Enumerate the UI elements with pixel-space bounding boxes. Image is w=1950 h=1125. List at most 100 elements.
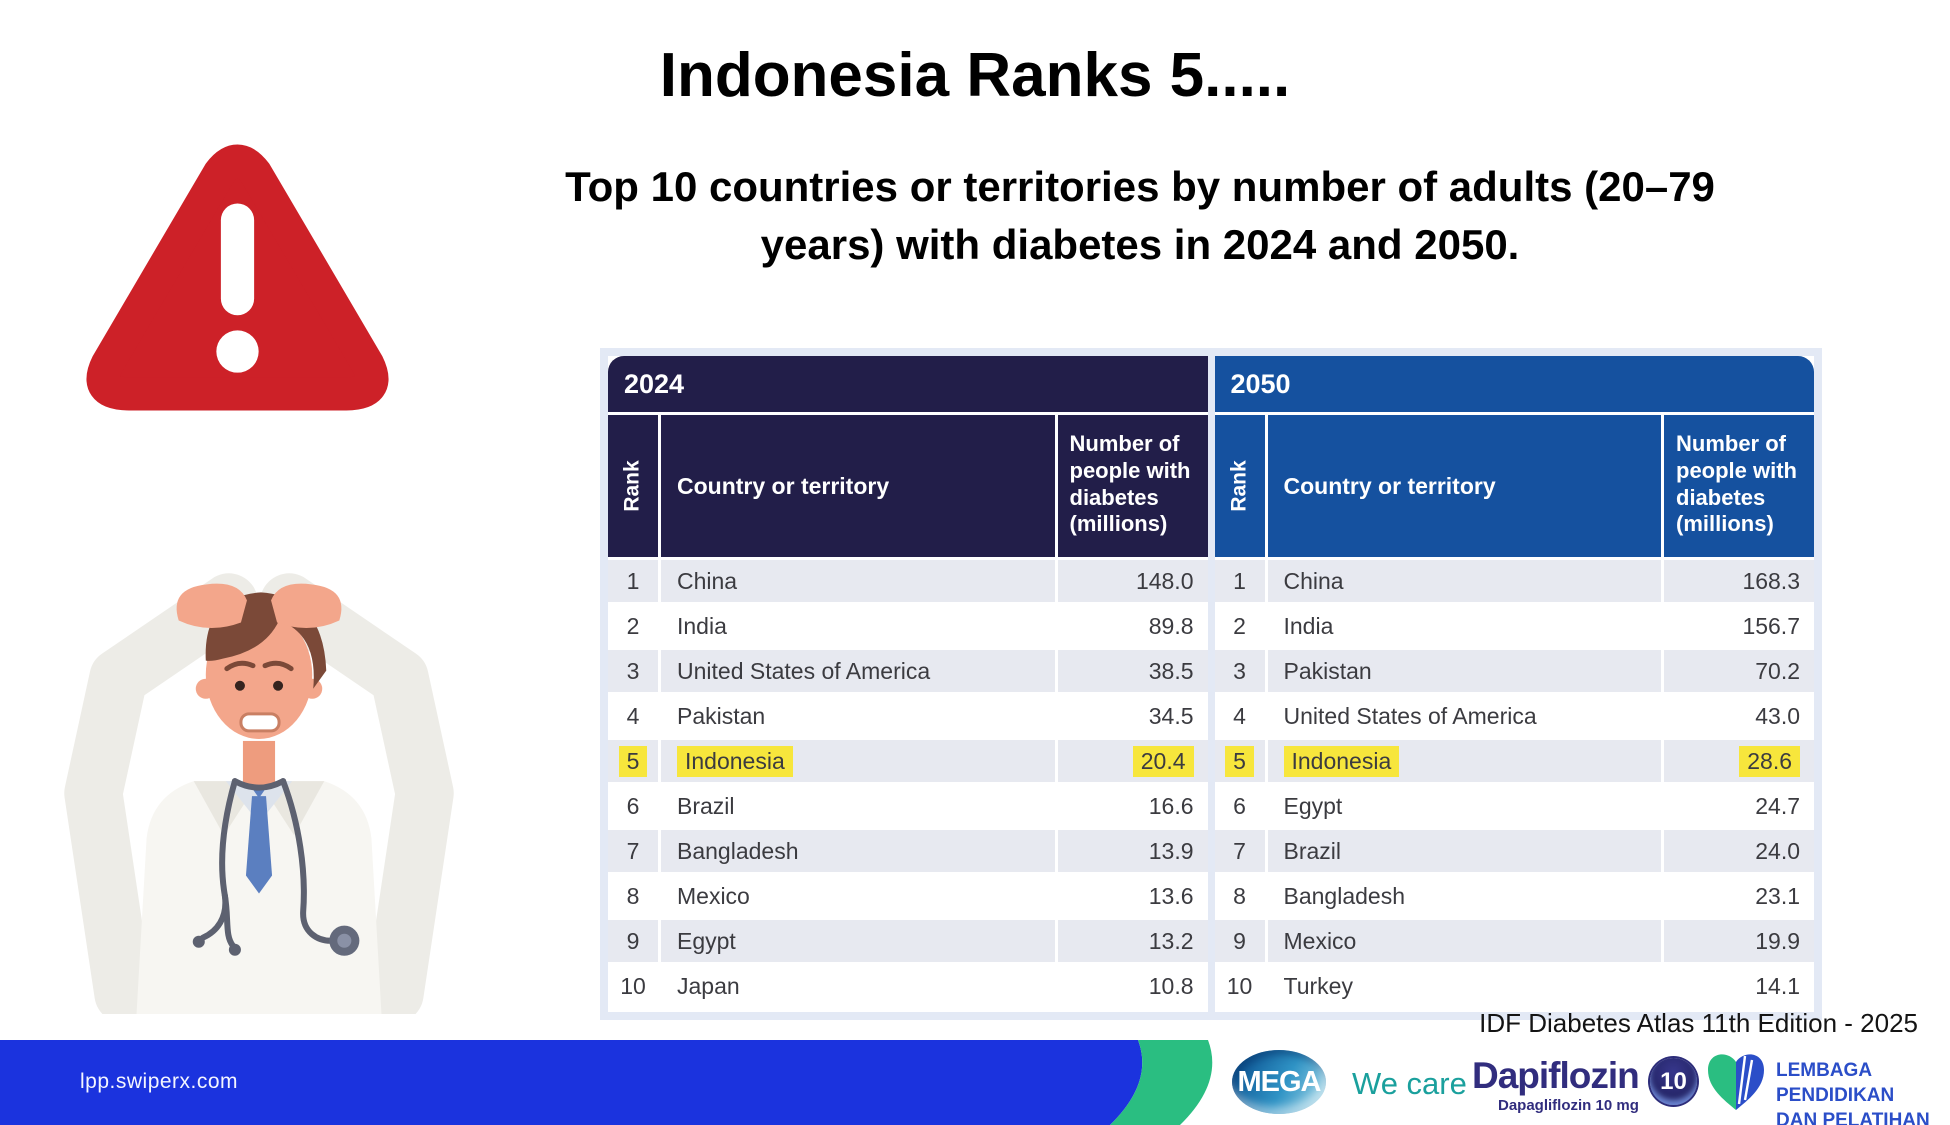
value-cell: 20.4 xyxy=(1057,740,1208,782)
diabetes-ranking-table: 2024 Rank Country or territory Number of… xyxy=(600,348,1822,1020)
rank-cell: 6 xyxy=(1214,785,1265,827)
source-note: IDF Diabetes Atlas 11th Edition - 2025 xyxy=(1479,1008,1918,1038)
value-cell: 24.7 xyxy=(1664,785,1814,827)
column-headers-2050: Rank Country or territory Number of peop… xyxy=(1214,415,1814,557)
country-cell: India xyxy=(1267,605,1661,647)
value-cell: 10.8 xyxy=(1057,965,1208,1007)
rank-cell: 1 xyxy=(1214,560,1265,602)
table-row: 2 India 89.8 xyxy=(608,605,1208,647)
table-section-2024: 2024 Rank Country or territory Number of… xyxy=(608,356,1208,1012)
value-cell: 24.0 xyxy=(1664,830,1814,872)
country-cell: China xyxy=(661,560,1055,602)
value-cell: 34.5 xyxy=(1057,695,1208,737)
value-cell: 14.1 xyxy=(1664,965,1814,1007)
lpp-heart-logo-icon xyxy=(1706,1048,1766,1114)
rank-cell: 8 xyxy=(1214,875,1265,917)
value-cell: 168.3 xyxy=(1664,560,1814,602)
country-cell: Indonesia xyxy=(661,740,1055,782)
rank-cell: 10 xyxy=(1214,965,1265,1007)
value-cell: 28.6 xyxy=(1664,740,1814,782)
country-cell: China xyxy=(1267,560,1661,602)
lpp-line1: LEMBAGA PENDIDIKAN xyxy=(1776,1060,1895,1107)
country-cell: Mexico xyxy=(661,875,1055,917)
rank-cell: 5 xyxy=(608,740,658,782)
country-cell: Pakistan xyxy=(1267,650,1661,692)
rank-cell: 9 xyxy=(1214,920,1265,962)
rank-cell: 7 xyxy=(1214,830,1265,872)
footer-curve-decoration xyxy=(1100,1040,1213,1125)
value-cell: 13.2 xyxy=(1057,920,1208,962)
value-cell: 19.9 xyxy=(1664,920,1814,962)
table-row: 6 Egypt 24.7 xyxy=(1214,785,1814,827)
footer-bar xyxy=(0,1040,1100,1125)
rank-cell: 1 xyxy=(608,560,658,602)
country-cell: Mexico xyxy=(1267,920,1661,962)
year-header-2050: 2050 xyxy=(1214,356,1814,412)
mega-logo: MEGA xyxy=(1232,1050,1326,1114)
number-column-header: Number of people with diabetes (millions… xyxy=(1057,415,1208,557)
table-row: 9 Mexico 19.9 xyxy=(1214,920,1814,962)
mega-tagline: We care xyxy=(1352,1066,1467,1101)
value-cell: 156.7 xyxy=(1664,605,1814,647)
table-rows-2024: 1 China 148.0 2 India 89.8 3 United States of… xyxy=(608,560,1208,1012)
value-cell: 13.6 xyxy=(1057,875,1208,917)
value-cell: 43.0 xyxy=(1664,695,1814,737)
country-cell: Brazil xyxy=(661,785,1055,827)
country-cell: Japan xyxy=(661,965,1055,1007)
table-row: 7 Brazil 24.0 xyxy=(1214,830,1814,872)
country-cell: United States of America xyxy=(1267,695,1661,737)
table-row: 10 Japan 10.8 xyxy=(608,965,1208,1007)
table-row: 9 Egypt 13.2 xyxy=(608,920,1208,962)
table-row: 1 China 148.0 xyxy=(608,560,1208,602)
rank-column-header: Rank xyxy=(1214,415,1265,557)
country-cell: India xyxy=(661,605,1055,647)
rank-cell: 3 xyxy=(1214,650,1265,692)
rank-cell: 9 xyxy=(608,920,658,962)
stressed-doctor-illustration xyxy=(15,492,503,1024)
country-cell: Indonesia xyxy=(1267,740,1661,782)
rank-cell: 2 xyxy=(608,605,658,647)
table-row: 3 United States of America 38.5 xyxy=(608,650,1208,692)
rank-column-header: Rank xyxy=(608,415,658,557)
rank-cell: 4 xyxy=(608,695,658,737)
rank-cell: 2 xyxy=(1214,605,1265,647)
value-cell: 13.9 xyxy=(1057,830,1208,872)
page-title: Indonesia Ranks 5..... xyxy=(659,41,1291,110)
website-link: lpp.swiperx.com xyxy=(80,1070,239,1093)
warning-triangle-icon xyxy=(85,140,390,418)
rank-cell: 3 xyxy=(608,650,658,692)
rank-cell: 8 xyxy=(608,875,658,917)
country-cell: Pakistan xyxy=(661,695,1055,737)
dose-badge: 10 xyxy=(1650,1058,1697,1105)
product-subtitle: Dapagliflozin 10 mg xyxy=(1498,1097,1639,1114)
value-cell: 89.8 xyxy=(1057,605,1208,647)
table-section-2050: 2050 Rank Country or territory Number of… xyxy=(1214,356,1814,1012)
table-row: 6 Brazil 16.6 xyxy=(608,785,1208,827)
year-header-2024: 2024 xyxy=(608,356,1208,412)
lpp-line2: DAN PELATIHAN SWIPERX xyxy=(1776,1110,1930,1125)
value-cell: 70.2 xyxy=(1664,650,1814,692)
country-cell: Bangladesh xyxy=(1267,875,1661,917)
table-row: 1 China 168.3 xyxy=(1214,560,1814,602)
value-cell: 16.6 xyxy=(1057,785,1208,827)
table-row: 7 Bangladesh 13.9 xyxy=(608,830,1208,872)
lpp-wordmark: LEMBAGA PENDIDIKAN DAN PELATIHAN SWIPERX xyxy=(1776,1058,1950,1125)
rank-cell: 7 xyxy=(608,830,658,872)
table-row: 8 Bangladesh 23.1 xyxy=(1214,875,1814,917)
value-cell: 38.5 xyxy=(1057,650,1208,692)
slide-subtitle: Top 10 countries or territories by numbe… xyxy=(565,163,1715,268)
country-cell: Egypt xyxy=(661,920,1055,962)
table-row: 3 Pakistan 70.2 xyxy=(1214,650,1814,692)
country-column-header: Country or territory xyxy=(1267,415,1661,557)
product-logo: Dapiflozin xyxy=(1472,1055,1640,1096)
country-column-header: Country or territory xyxy=(661,415,1055,557)
rank-cell: 6 xyxy=(608,785,658,827)
rank-cell: 10 xyxy=(608,965,658,1007)
country-cell: United States of America xyxy=(661,650,1055,692)
country-cell: Bangladesh xyxy=(661,830,1055,872)
country-cell: Egypt xyxy=(1267,785,1661,827)
value-cell: 23.1 xyxy=(1664,875,1814,917)
value-cell: 148.0 xyxy=(1057,560,1208,602)
